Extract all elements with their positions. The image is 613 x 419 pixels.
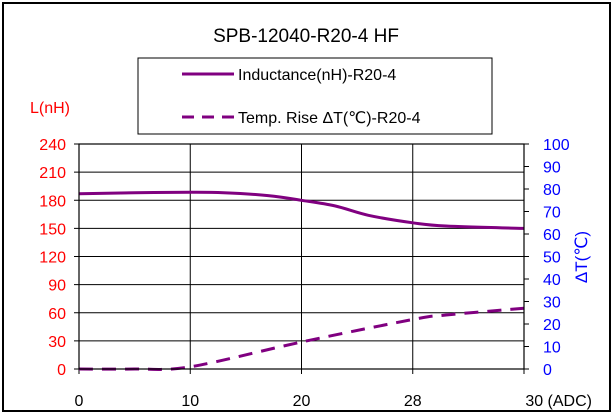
series-line-inductance bbox=[78, 190, 525, 230]
legend-label-inductance: Inductance(nH)-R20-4 bbox=[238, 67, 396, 84]
x-tick-label: 30 (ADC) bbox=[525, 393, 592, 410]
y-right-tick-label: 20 bbox=[543, 317, 561, 334]
y-left-tick-label: 90 bbox=[48, 278, 66, 295]
y-left-tick-label: 210 bbox=[39, 165, 66, 182]
y-right-tick-label: 70 bbox=[543, 205, 561, 222]
y-right-tick-label: 80 bbox=[543, 182, 561, 199]
y-right-axis-label: ΔT(℃) bbox=[572, 231, 591, 283]
y-left-tick-label: 30 bbox=[48, 334, 66, 351]
y-right-tick-label: 90 bbox=[543, 160, 561, 177]
y-left-tick-label: 120 bbox=[39, 250, 66, 267]
x-tick-labels: 0 10 20 28 30 (ADC) bbox=[75, 393, 592, 410]
y-left-tick-label: 150 bbox=[39, 221, 66, 238]
legend: Inductance(nH)-R20-4 Temp. Rise ΔT(℃)-R2… bbox=[137, 57, 493, 135]
grid bbox=[74, 143, 529, 374]
y-left-tick-labels: 0 30 60 90 120 150 180 210 240 bbox=[39, 137, 66, 379]
plot-area-border bbox=[78, 143, 525, 370]
x-tick-label: 20 bbox=[293, 393, 311, 410]
y-right-tick-label: 30 bbox=[543, 295, 561, 312]
y-left-tick-label: 180 bbox=[39, 193, 66, 210]
y-right-tick-label: 10 bbox=[543, 340, 561, 357]
y-left-tick-label: 240 bbox=[39, 137, 66, 154]
y-right-tick-label: 0 bbox=[543, 362, 552, 379]
legend-label-temp-rise: Temp. Rise ΔT(℃)-R20-4 bbox=[238, 110, 421, 127]
x-tick-label: 10 bbox=[181, 393, 199, 410]
y-right-tick-label: 100 bbox=[543, 137, 570, 154]
x-tick-label: 28 bbox=[404, 393, 422, 410]
y-left-tick-label: 60 bbox=[48, 306, 66, 323]
x-tick-label: 0 bbox=[75, 393, 84, 410]
y-right-tick-labels: 0 10 20 30 40 50 60 70 80 90 100 bbox=[543, 137, 570, 379]
y-right-tick-label: 40 bbox=[543, 272, 561, 289]
legend-box bbox=[137, 57, 493, 135]
chart-title: SPB-12040-R20-4 HF bbox=[213, 26, 399, 47]
y-left-tick-label: 0 bbox=[57, 362, 66, 379]
y-right-tick-label: 60 bbox=[543, 227, 561, 244]
y-right-tick-label: 50 bbox=[543, 250, 561, 267]
y-left-axis-label: L(nH) bbox=[30, 100, 70, 117]
